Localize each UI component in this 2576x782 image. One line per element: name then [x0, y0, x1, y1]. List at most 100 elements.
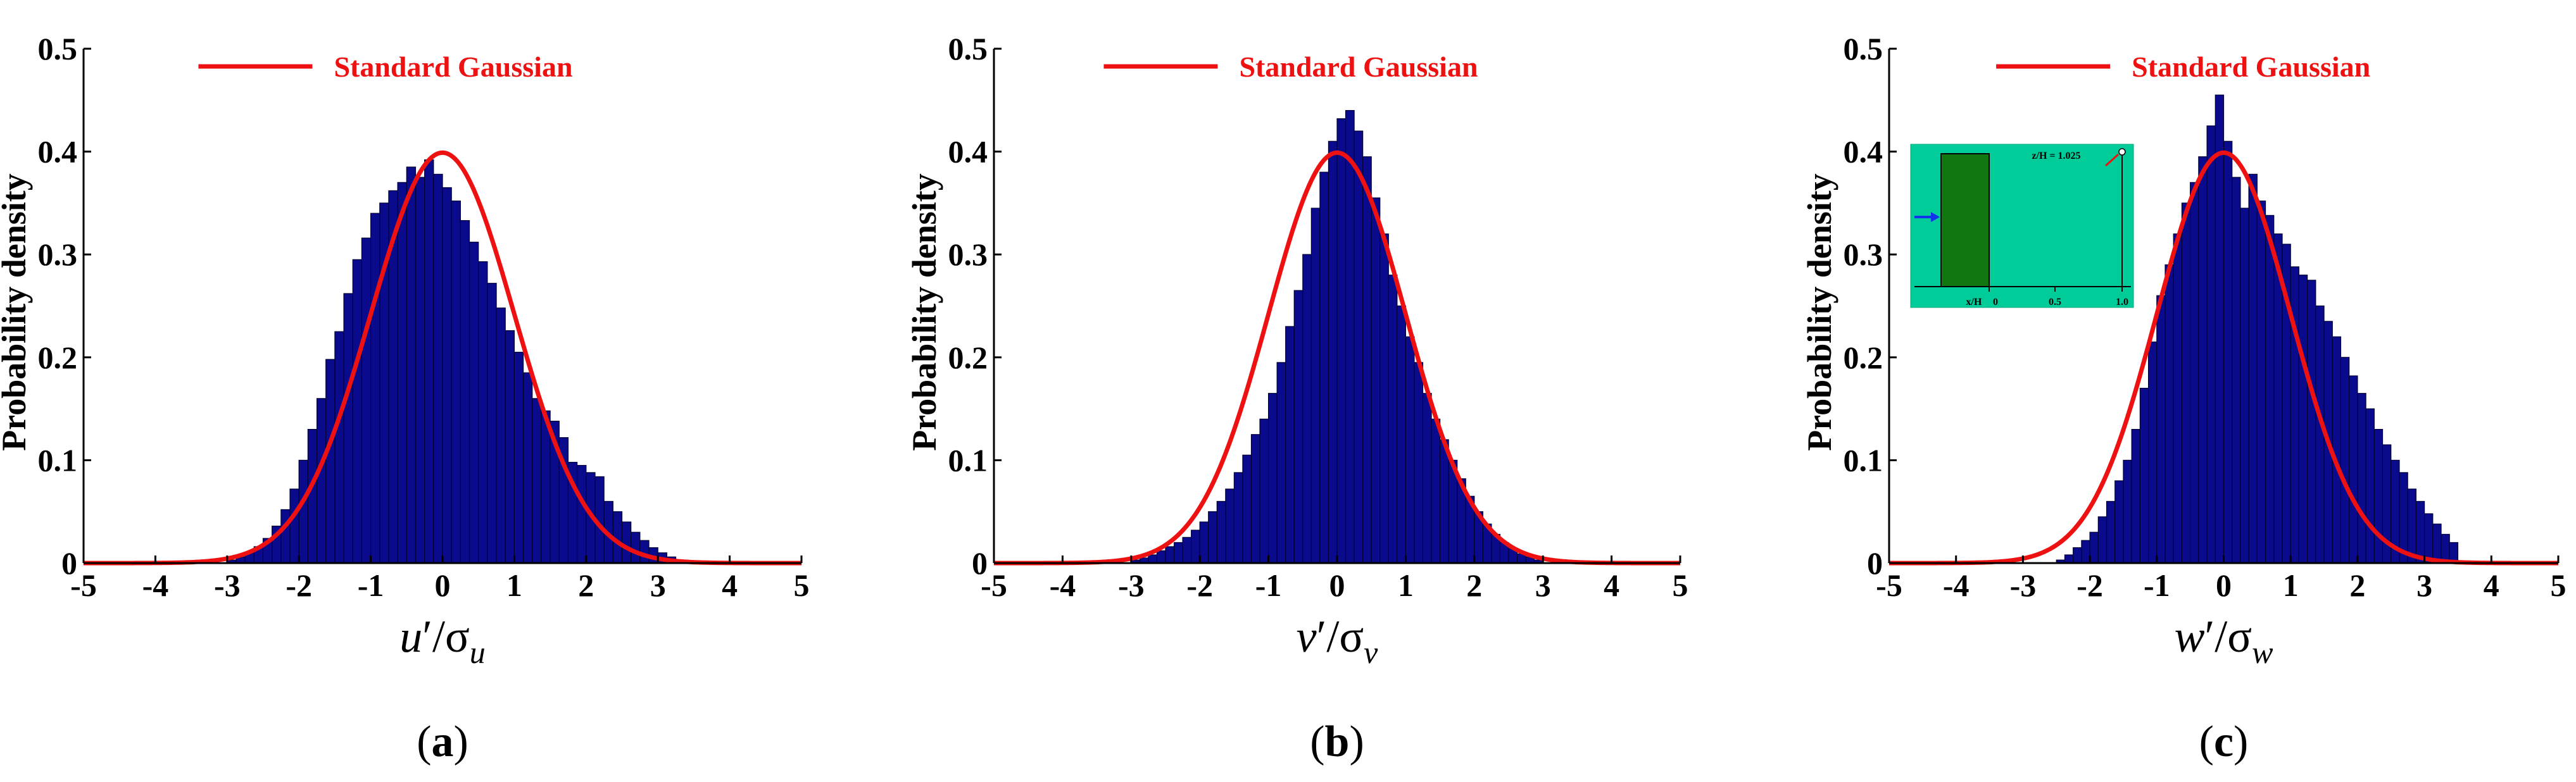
x-tick-label: 1 [2283, 568, 2299, 603]
histogram-bar [2181, 202, 2191, 564]
x-tick-label: -5 [1876, 568, 1902, 603]
x-tick-label: -5 [70, 568, 97, 603]
histogram-bar [2415, 500, 2425, 564]
histogram-bar [1414, 362, 1424, 564]
x-tick-label: -3 [214, 568, 241, 603]
histogram-bar [2073, 547, 2082, 564]
gaussian-curve [84, 150, 801, 566]
histogram-bar [298, 459, 308, 564]
histogram-bar [2131, 429, 2140, 564]
histogram-bar [487, 283, 497, 564]
histogram-bar [1165, 546, 1175, 564]
histogram-bar [1216, 500, 1226, 564]
x-axis-label-subscript: v [1364, 635, 1378, 670]
histogram-bar [1397, 305, 1407, 564]
inset-tick-label: 0 [1993, 297, 1998, 307]
x-tick-label: 4 [2484, 568, 2499, 603]
x-tick-label: 3 [1535, 568, 1551, 603]
x-tick-label: 5 [794, 568, 810, 603]
x-tick-label: 3 [650, 568, 666, 603]
histogram-bar [397, 182, 407, 564]
y-axis-label: Probability density [905, 173, 943, 451]
chart-panel-b: -5 -4 -3 -2 -1 0 1 2 3 4 5 0 0.1 0.2 0.3 0.4 0.5 Probabil… [905, 31, 1688, 766]
panel-label: (c) [2199, 717, 2249, 766]
histogram-bar [2156, 295, 2166, 564]
inset-tick-label: 1.0 [2116, 297, 2128, 307]
histogram-bar [2190, 182, 2199, 564]
histogram-bar [468, 242, 479, 564]
histogram-bar [451, 201, 461, 564]
x-tick-label: 0 [435, 568, 451, 603]
histogram-bar [1310, 208, 1321, 564]
y-tick-label: 0 [61, 545, 77, 581]
histogram-bar [2340, 357, 2350, 564]
histogram-bar [1276, 362, 1286, 564]
histogram-bar [1379, 233, 1389, 564]
y-tick-label: 0.2 [948, 340, 988, 375]
histogram-bar [1148, 554, 1158, 564]
y-tick-label: 0.2 [1844, 340, 1883, 375]
y-tick-label: 0.4 [1844, 134, 1883, 170]
histogram-bar [631, 531, 641, 564]
histogram-bar [2248, 173, 2258, 564]
histogram-bar [406, 166, 417, 564]
histogram-bar [2223, 140, 2233, 564]
probe-arrow-icon [2104, 153, 2120, 167]
x-tick-label: 1 [506, 568, 522, 603]
x-tick-label: 4 [1604, 568, 1619, 603]
inset-x-label: x/H [1966, 297, 1982, 307]
histogram-bar [2240, 208, 2249, 564]
histogram-bar [621, 521, 632, 564]
histogram-bar [370, 213, 380, 564]
histogram-bar [2106, 500, 2116, 564]
histogram-bar [1182, 537, 1192, 564]
histogram-bar [1173, 542, 1183, 564]
histogram-bar [1250, 434, 1260, 564]
x-tick-label: -1 [358, 568, 384, 603]
histogram-bar [325, 359, 336, 564]
y-tick-label: 0.5 [38, 31, 78, 66]
histogram-bar [2173, 233, 2183, 564]
x-tick-label: -2 [1186, 568, 1213, 603]
y-tick-label: 0.1 [948, 442, 988, 478]
x-tick-label: 4 [722, 568, 738, 603]
x-tick-label: 5 [2551, 568, 2567, 603]
x-tick-label: -2 [286, 568, 312, 603]
histogram-bar [1440, 439, 1449, 564]
histogram-bar [2365, 408, 2375, 564]
x-axis-label: w′/σw [2175, 611, 2273, 670]
legend-label: Standard Gaussian [334, 51, 572, 83]
chart-panel-a: -5 -4 -3 -2 -1 0 1 2 3 4 5 0 0.1 0.2 0.3 0.4 0.5 Probabil… [0, 31, 810, 766]
histogram-bar [2298, 275, 2308, 564]
histogram-bar [2081, 540, 2090, 564]
histogram-bar [541, 410, 551, 564]
histogram-bar [2349, 375, 2358, 564]
x-axis-label-var: w [2175, 611, 2205, 662]
inset-height-label: z/H = 1.025 [2032, 151, 2080, 161]
histogram-bar [2357, 393, 2366, 564]
histogram-bar [1362, 156, 1372, 564]
x-tick-label: -3 [2010, 568, 2037, 603]
histogram-bar [577, 464, 587, 564]
x-tick-label: -5 [981, 568, 1007, 603]
histogram-bar [334, 331, 344, 564]
panel-letter: b [1325, 717, 1350, 766]
y-tick-label: 0.5 [1844, 31, 1883, 66]
histogram-bar [1242, 454, 1252, 564]
histogram-bar [415, 177, 425, 564]
histogram-bar [1336, 118, 1347, 564]
histogram-bar [1319, 171, 1329, 564]
x-tick-label: -1 [1255, 568, 1282, 603]
histogram-bar [2307, 280, 2316, 564]
y-tick-label: 0.4 [948, 134, 988, 170]
histogram-bar [1233, 472, 1243, 564]
y-tick-label: 0.2 [38, 340, 78, 375]
histogram-bar [513, 352, 524, 564]
x-tick-label: -4 [142, 568, 169, 603]
histogram-bar [1354, 130, 1364, 564]
panel-label: (b) [1310, 717, 1364, 766]
histogram-bar [2256, 201, 2266, 564]
histogram-bar [1302, 254, 1312, 564]
